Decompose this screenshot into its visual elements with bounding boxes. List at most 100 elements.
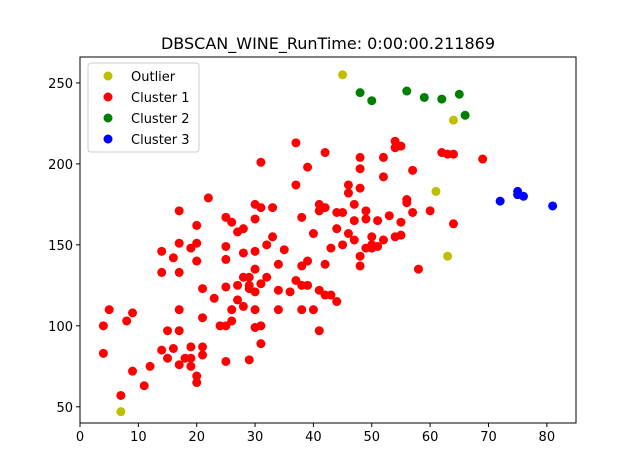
point-series-2-115 xyxy=(355,164,365,174)
point-series-2-42 xyxy=(221,254,231,264)
point-series-1-2 xyxy=(448,115,458,125)
x-tick-label-8: 80 xyxy=(539,430,556,445)
point-series-2-141 xyxy=(413,264,423,274)
point-series-2-53 xyxy=(238,248,248,258)
point-series-2-97 xyxy=(320,148,330,158)
point-series-2-37 xyxy=(203,193,213,203)
points-layer xyxy=(98,70,558,417)
point-series-2-15 xyxy=(168,344,178,353)
point-series-2-29 xyxy=(192,238,202,248)
point-series-2-26 xyxy=(186,361,196,371)
plot-frame xyxy=(79,56,577,424)
y-tick-label-4: 250 xyxy=(48,77,73,92)
point-series-2-3 xyxy=(104,305,114,315)
point-series-2-61 xyxy=(250,214,260,224)
point-series-2-77 xyxy=(273,285,283,295)
point-series-2-122 xyxy=(367,232,377,242)
point-series-2-99 xyxy=(320,259,330,269)
point-series-2-82 xyxy=(291,180,301,190)
point-series-2-125 xyxy=(373,216,383,226)
point-series-3-6 xyxy=(454,89,464,99)
point-series-2-50 xyxy=(233,280,243,290)
point-series-2-146 xyxy=(448,219,458,229)
point-series-2-45 xyxy=(221,356,231,366)
point-series-2-28 xyxy=(192,220,202,230)
point-series-2-17 xyxy=(174,206,184,216)
point-series-2-43 xyxy=(221,282,231,292)
x-tick-label-0: 0 xyxy=(76,430,84,445)
point-series-2-65 xyxy=(250,305,260,315)
point-series-2-51 xyxy=(233,295,243,305)
legend-marker-4 xyxy=(103,134,113,144)
point-series-2-8 xyxy=(139,381,149,391)
point-series-2-116 xyxy=(355,183,365,193)
point-series-2-112 xyxy=(349,216,359,226)
point-series-2-129 xyxy=(378,235,388,245)
point-series-2-20 xyxy=(174,305,184,315)
point-series-2-119 xyxy=(361,206,371,216)
point-series-2-13 xyxy=(163,326,173,336)
point-series-2-142 xyxy=(425,206,435,216)
point-series-1-1 xyxy=(338,70,348,80)
point-series-2-118 xyxy=(355,261,365,271)
point-series-2-62 xyxy=(250,246,260,256)
point-series-2-80 xyxy=(285,287,295,297)
point-series-2-113 xyxy=(349,235,359,245)
point-series-2-109 xyxy=(343,188,353,198)
point-series-2-92 xyxy=(308,305,318,315)
point-series-2-110 xyxy=(343,229,353,239)
point-series-2-88 xyxy=(303,162,313,172)
point-series-2-111 xyxy=(349,199,359,209)
point-series-2-6 xyxy=(128,308,138,318)
point-series-2-34 xyxy=(198,313,208,323)
point-series-2-2 xyxy=(98,321,108,331)
point-series-2-101 xyxy=(326,243,336,253)
point-series-2-18 xyxy=(174,238,184,248)
point-series-2-90 xyxy=(303,280,313,290)
point-series-2-105 xyxy=(332,297,342,307)
point-series-3-2 xyxy=(367,96,377,106)
point-series-2-135 xyxy=(396,217,406,227)
point-series-2-48 xyxy=(227,316,237,326)
legend-marker-3 xyxy=(103,113,113,123)
point-series-2-81 xyxy=(291,138,301,148)
point-series-2-10 xyxy=(157,246,167,256)
x-tick-label-3: 30 xyxy=(247,430,264,445)
point-series-2-104 xyxy=(332,224,342,234)
x-tick-label-6: 60 xyxy=(422,430,439,445)
point-series-2-55 xyxy=(238,301,248,311)
point-series-3-1 xyxy=(355,88,365,98)
point-series-2-59 xyxy=(244,355,254,365)
y-tick-label-2: 150 xyxy=(48,239,73,254)
point-series-2-35 xyxy=(198,342,208,352)
point-series-2-126 xyxy=(373,241,383,251)
point-series-2-139 xyxy=(408,165,418,175)
point-series-2-14 xyxy=(163,353,173,363)
y-tick-label-0: 50 xyxy=(56,401,73,416)
point-series-2-36 xyxy=(198,350,208,360)
point-series-2-22 xyxy=(174,360,184,370)
legend-label-3: Cluster 2 xyxy=(131,112,190,127)
point-series-2-128 xyxy=(378,172,388,182)
point-series-2-32 xyxy=(192,378,202,388)
point-series-2-140 xyxy=(408,207,418,217)
y-tick-label-3: 200 xyxy=(48,158,73,173)
point-series-2-78 xyxy=(273,305,283,315)
point-series-2-41 xyxy=(221,241,231,251)
point-series-3-3 xyxy=(402,86,412,96)
point-series-2-74 xyxy=(268,203,278,213)
point-series-2-138 xyxy=(402,198,412,208)
point-series-2-107 xyxy=(338,240,348,250)
point-series-2-58 xyxy=(244,272,254,282)
point-series-2-67 xyxy=(256,157,266,167)
legend-marker-1 xyxy=(103,71,113,81)
point-series-4-5 xyxy=(548,201,558,211)
point-series-2-75 xyxy=(268,232,278,242)
legend: Outlier Cluster 1 Cluster 2 Cluster 3 xyxy=(87,62,200,153)
point-series-4-4 xyxy=(518,191,528,201)
point-series-2-38 xyxy=(209,293,219,303)
point-series-2-64 xyxy=(250,287,260,297)
point-series-2-63 xyxy=(250,264,260,274)
